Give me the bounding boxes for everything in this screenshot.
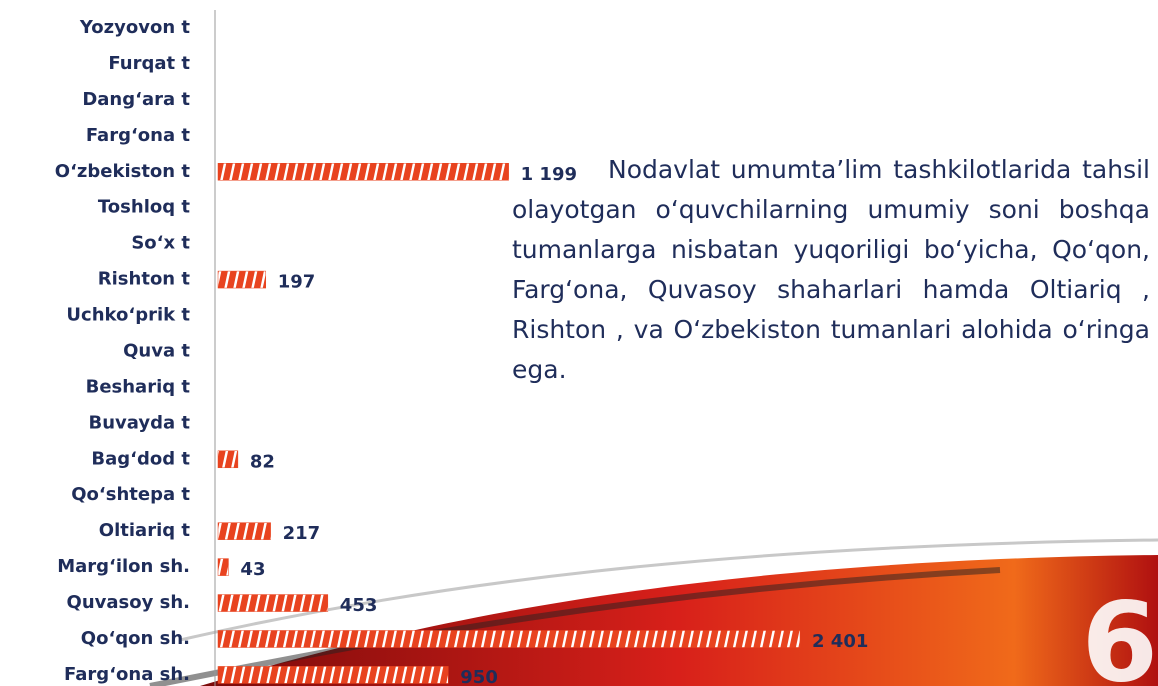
category-label: Quva t [123, 340, 190, 361]
category-label: Oltiariq t [99, 520, 191, 541]
category-label: Farg‘ona t [86, 125, 191, 146]
bar [217, 163, 509, 181]
value-label: 82 [250, 451, 275, 472]
category-label: Beshariq t [86, 376, 191, 397]
bar [217, 630, 801, 648]
value-label: 1 199 [521, 164, 577, 185]
bar [217, 666, 449, 684]
value-label: 217 [283, 523, 321, 544]
category-label: Marg‘ilon sh. [57, 556, 190, 577]
paragraph: Nodavlat umumta’lim tashkilotlarida tahs… [512, 155, 1150, 384]
category-label: Dang‘ara t [82, 89, 190, 110]
category-label: Quvasoy sh. [67, 592, 190, 613]
category-label: So‘x t [131, 233, 190, 254]
category-label: Buvayda t [89, 412, 191, 433]
bar [217, 522, 271, 540]
value-label: 43 [240, 559, 265, 580]
swoosh-shadow [149, 567, 1001, 686]
page-number: 6 [1081, 578, 1158, 686]
category-label: Farg‘ona sh. [64, 664, 190, 685]
category-label: Uchko‘prik t [66, 305, 190, 326]
value-label: 950 [460, 667, 498, 686]
swoosh [200, 555, 1158, 686]
swoosh-line [179, 538, 1158, 642]
bar [217, 270, 267, 289]
category-label: Qo‘qon sh. [81, 628, 190, 649]
category-label: Yozyovon t [79, 17, 191, 38]
category-label: Qo‘shtepa t [71, 484, 190, 505]
bar [217, 450, 239, 469]
bar [217, 594, 329, 612]
value-label: 453 [340, 595, 378, 616]
category-label: O‘zbekiston t [55, 161, 191, 182]
value-label: 2 401 [812, 631, 868, 652]
category-label: Bag‘dod t [91, 448, 190, 469]
category-label: Toshloq t [98, 197, 190, 218]
category-label: Furqat t [108, 53, 190, 74]
bar [217, 558, 229, 576]
value-label: 197 [278, 272, 316, 293]
category-label: Rishton t [98, 269, 191, 290]
